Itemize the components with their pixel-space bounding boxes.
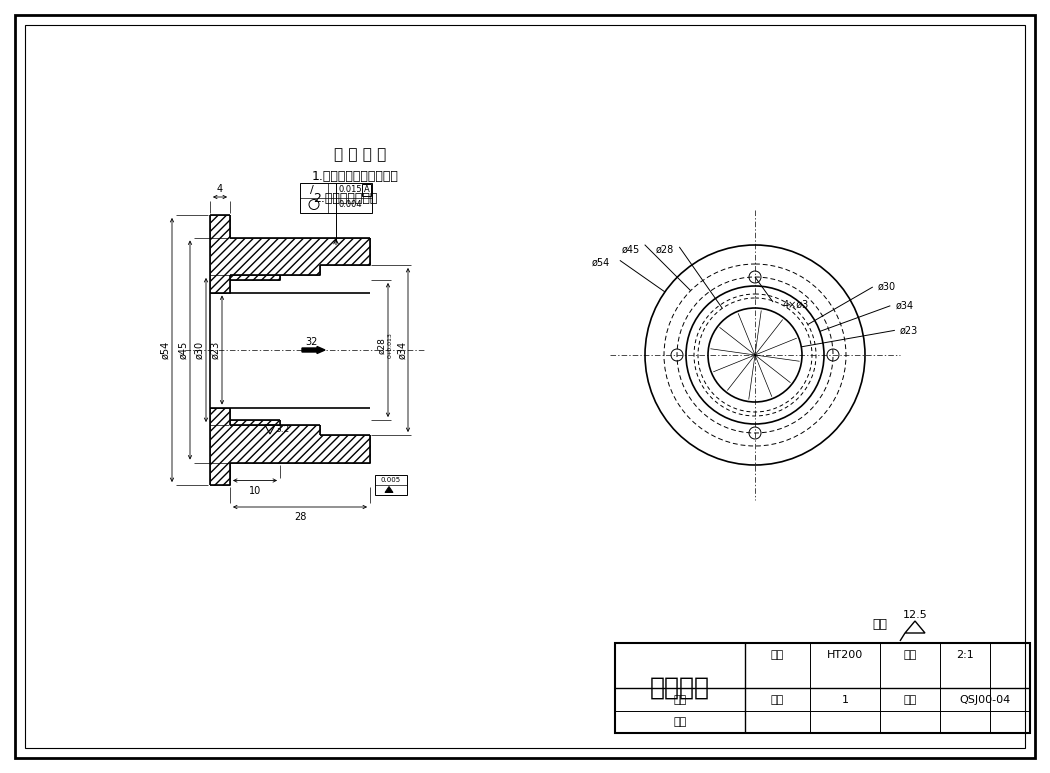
- Text: 制图: 制图: [673, 695, 687, 705]
- Text: ø45: ø45: [178, 341, 188, 359]
- Bar: [615, 643, 1030, 733]
- Text: 图号: 图号: [903, 695, 917, 705]
- Text: 0.005: 0.005: [381, 476, 401, 482]
- Text: 10: 10: [249, 485, 261, 495]
- Text: ø54: ø54: [591, 257, 610, 267]
- Polygon shape: [385, 486, 393, 492]
- Bar: [300, 182, 372, 213]
- Text: 2.有较高的耐磨性: 2.有较高的耐磨性: [313, 192, 377, 206]
- Text: 比例: 比例: [903, 650, 917, 660]
- Text: 数量: 数量: [771, 695, 784, 705]
- Text: ø30: ø30: [194, 341, 204, 359]
- Text: 28: 28: [294, 512, 307, 522]
- Text: 3.2: 3.2: [275, 425, 289, 434]
- Text: ø54: ø54: [160, 341, 170, 359]
- Text: 32: 32: [306, 337, 318, 347]
- Text: A: A: [364, 185, 370, 194]
- Text: 12.5: 12.5: [903, 610, 927, 620]
- Text: QSJ00-04: QSJ00-04: [960, 695, 1010, 705]
- Text: 2:1: 2:1: [957, 650, 974, 660]
- Polygon shape: [230, 420, 280, 425]
- Bar: [375, 475, 407, 495]
- Text: +0.013: +0.013: [387, 332, 393, 356]
- Text: ø23: ø23: [900, 325, 918, 335]
- Text: ø28: ø28: [656, 245, 674, 255]
- Text: 4: 4: [217, 184, 223, 194]
- Text: ø30: ø30: [878, 282, 896, 292]
- Text: 0.015: 0.015: [338, 185, 362, 194]
- Text: ø28: ø28: [378, 338, 386, 355]
- Text: 0.004: 0.004: [338, 200, 362, 209]
- Text: 材料: 材料: [771, 650, 784, 660]
- Text: 4×ø3: 4×ø3: [783, 300, 810, 310]
- Text: ø45: ø45: [622, 245, 639, 254]
- Bar: [362, 183, 371, 196]
- Text: 1.于轴承有较好的配合性: 1.于轴承有较好的配合性: [312, 171, 398, 183]
- Polygon shape: [210, 407, 370, 485]
- Text: 其余: 其余: [872, 618, 887, 632]
- Text: ø23: ø23: [210, 341, 220, 359]
- FancyArrow shape: [302, 346, 326, 353]
- Text: 技 术 要 求: 技 术 要 求: [334, 148, 386, 162]
- Text: 0: 0: [387, 354, 393, 358]
- Text: 校核: 校核: [673, 717, 687, 727]
- Polygon shape: [210, 215, 370, 292]
- Polygon shape: [230, 275, 280, 280]
- Text: ø34: ø34: [896, 301, 914, 311]
- Text: ø34: ø34: [397, 341, 407, 359]
- Text: /: /: [310, 185, 314, 195]
- Text: HT200: HT200: [827, 650, 863, 660]
- Text: 1: 1: [841, 695, 848, 705]
- Text: 轴承端盖: 轴承端盖: [650, 676, 710, 700]
